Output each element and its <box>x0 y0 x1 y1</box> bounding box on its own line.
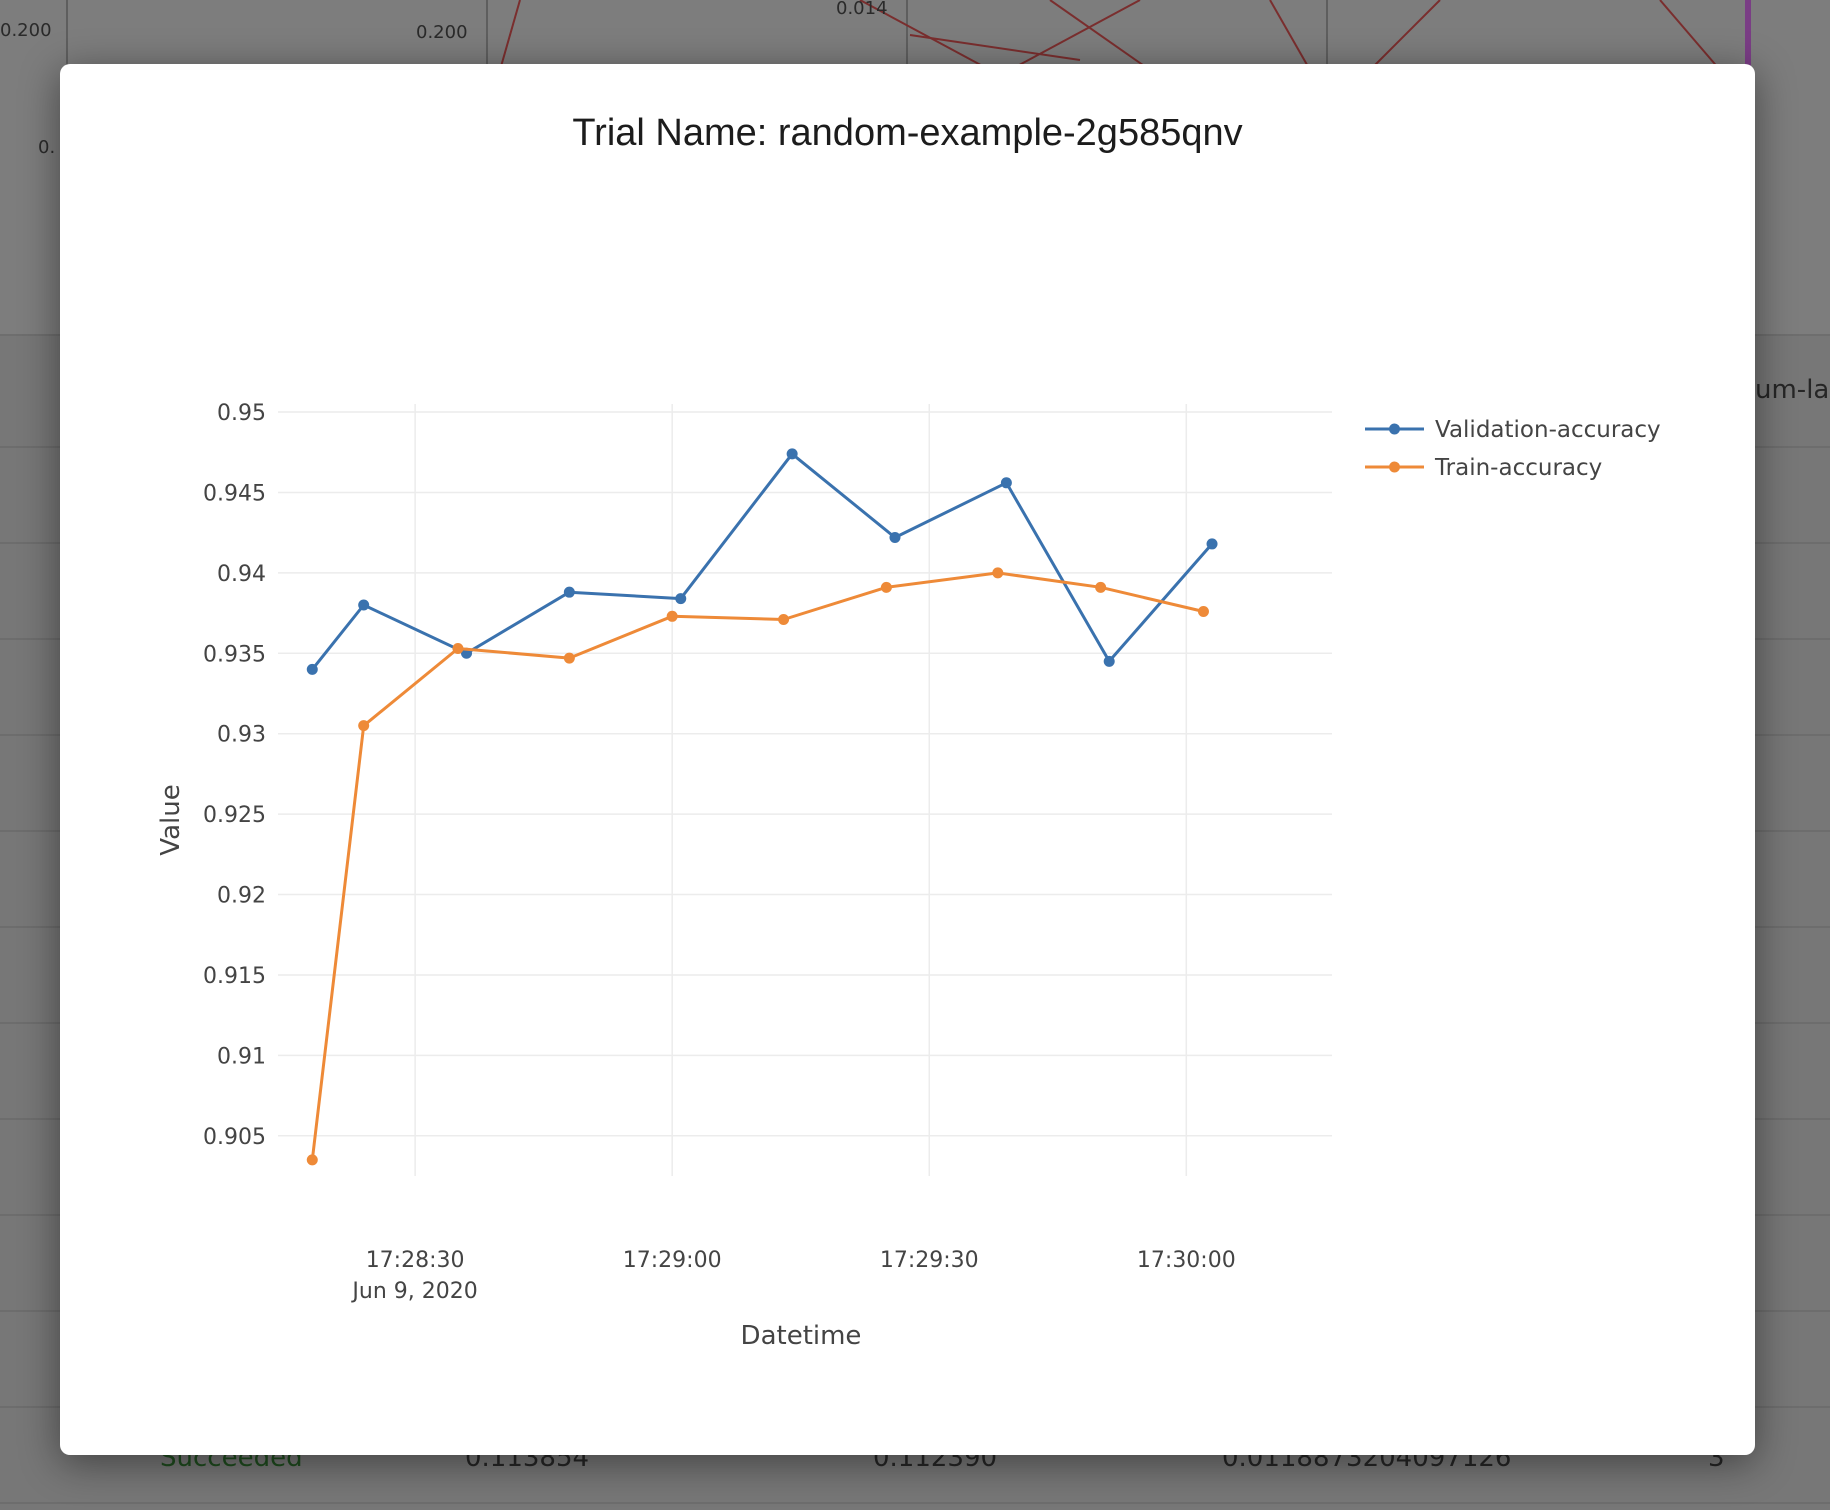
y-tick-label: 0.905 <box>203 1125 266 1150</box>
bg-tick-1: 0.200 <box>0 20 52 41</box>
y-tick-label: 0.915 <box>203 964 266 989</box>
data-point[interactable] <box>1000 477 1012 489</box>
x-axis-ticks: 17:28:30 Jun 9, 2020 17:29:00 17:29:30 17:30… <box>350 1248 1235 1304</box>
y-axis-ticks: 0.905 0.91 0.915 0.92 0.925 0.93 0.935 0.94 0.94… <box>203 401 266 1150</box>
y-tick-label: 0.92 <box>217 884 266 909</box>
data-point[interactable] <box>563 652 575 664</box>
data-point[interactable] <box>563 586 575 598</box>
legend-item[interactable]: Train-accuracy <box>1365 455 1602 481</box>
x-tick-label: 17:30:00 <box>1137 1248 1236 1273</box>
data-point[interactable] <box>1095 581 1107 593</box>
legend-item[interactable]: Validation-accuracy <box>1365 417 1661 443</box>
series-line <box>310 571 1204 1161</box>
data-series <box>306 448 1218 1166</box>
data-point[interactable] <box>452 642 464 654</box>
series-train-accuracy <box>306 567 1209 1166</box>
x-tick-label: 17:28:30 <box>366 1248 465 1273</box>
series-line <box>311 452 1214 671</box>
data-point[interactable] <box>1197 605 1209 617</box>
data-point[interactable] <box>666 610 678 622</box>
data-point[interactable] <box>1206 538 1218 550</box>
x-tick-label: 17:29:00 <box>623 1248 722 1273</box>
x-axis-title: Datetime <box>741 1321 862 1351</box>
x-tick-label: 17:29:30 <box>880 1248 979 1273</box>
y-tick-label: 0.94 <box>217 562 266 587</box>
data-point[interactable] <box>358 599 370 611</box>
trial-chart-modal: Trial Name: random-example-2g585qnv 0.90… <box>60 64 1755 1455</box>
data-point[interactable] <box>1103 655 1115 667</box>
legend-swatch-marker <box>1389 461 1400 473</box>
y-tick-label: 0.93 <box>217 723 266 748</box>
data-point[interactable] <box>778 614 790 626</box>
bg-column-header: um-laye <box>1755 375 1830 405</box>
data-point[interactable] <box>675 593 687 605</box>
y-axis-title: Value <box>156 784 186 855</box>
trial-metrics-chart: 0.905 0.91 0.915 0.92 0.925 0.93 0.935 0.94 0.94… <box>156 401 1661 1351</box>
data-point[interactable] <box>306 1154 318 1166</box>
legend-swatch-marker <box>1389 423 1400 435</box>
legend[interactable]: Validation-accuracy Train-accuracy <box>1365 417 1661 481</box>
data-point[interactable] <box>889 531 901 543</box>
bg-tick-4: 0. <box>38 137 55 158</box>
y-tick-label: 0.935 <box>203 642 266 667</box>
data-point[interactable] <box>306 663 318 675</box>
y-tick-label: 0.925 <box>203 803 266 828</box>
grid-lines <box>278 404 1332 1176</box>
y-tick-label: 0.95 <box>217 401 266 426</box>
legend-label: Train-accuracy <box>1434 455 1602 481</box>
bg-tick-3: 0.014 <box>836 0 888 19</box>
x-date-label: Jun 9, 2020 <box>350 1279 477 1304</box>
y-tick-label: 0.91 <box>217 1044 266 1069</box>
modal-title: Trial Name: random-example-2g585qnv <box>572 112 1243 154</box>
data-point[interactable] <box>992 567 1004 579</box>
series-validation-accuracy <box>306 448 1218 675</box>
data-point[interactable] <box>786 448 798 460</box>
data-point[interactable] <box>358 720 370 732</box>
data-point[interactable] <box>880 581 892 593</box>
legend-label: Validation-accuracy <box>1435 417 1661 443</box>
y-tick-label: 0.945 <box>203 481 266 506</box>
bg-tick-2: 0.200 <box>416 22 468 43</box>
